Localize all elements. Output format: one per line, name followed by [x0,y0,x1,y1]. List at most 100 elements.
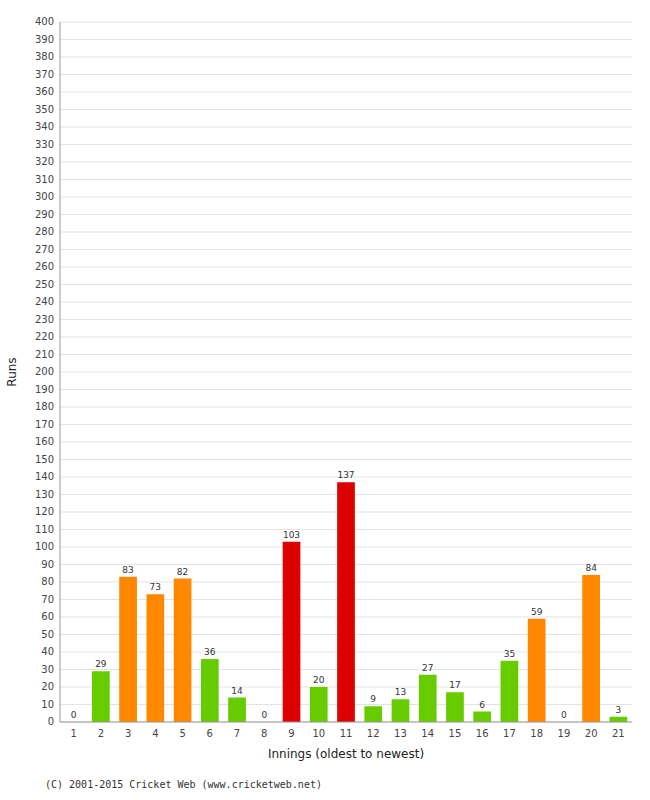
grid-line [60,127,632,128]
y-tick-label: 140 [35,471,54,482]
grid-line [60,267,632,268]
x-tick-label: 14 [421,728,434,739]
grid-line [60,249,632,250]
grid-line [60,57,632,58]
x-tick-label: 11 [340,728,353,739]
bar [310,687,328,722]
bar [337,482,355,722]
bars [92,482,627,722]
y-tick-label: 110 [35,524,54,535]
y-tick-label: 220 [35,331,54,342]
y-tick-label: 40 [41,646,54,657]
data-label: 137 [337,470,354,480]
y-grid [60,22,632,722]
data-label: 27 [422,663,433,673]
x-tick-label: 1 [70,728,76,739]
grid-line [60,92,632,93]
y-tick-label: 200 [35,366,54,377]
grid-line [60,354,632,355]
bar [119,577,137,722]
x-ticks: 123456789101112131415161718192021 [70,728,624,739]
y-ticks: 0102030405060708090100110120130140150160… [35,16,54,727]
y-tick-label: 290 [35,209,54,220]
y-tick-label: 310 [35,174,54,185]
grid-line [60,372,632,373]
grid-line [60,214,632,215]
chart: 0102030405060708090100110120130140150160… [0,0,650,800]
y-tick-label: 370 [35,69,54,80]
data-label: 36 [204,647,216,657]
bar [174,579,192,723]
grid-line [60,162,632,163]
x-tick-label: 6 [207,728,213,739]
data-label: 82 [177,567,188,577]
x-tick-label: 17 [503,728,516,739]
bar [446,692,464,722]
grid-line [60,302,632,303]
grid-line [60,74,632,75]
y-tick-label: 350 [35,104,54,115]
y-tick-label: 300 [35,191,54,202]
grid-line [60,389,632,390]
y-tick-label: 390 [35,34,54,45]
y-tick-label: 180 [35,401,54,412]
bar [473,712,491,723]
x-tick-label: 20 [585,728,598,739]
bar [610,717,628,722]
grid-line [60,459,632,460]
data-label: 83 [122,565,133,575]
data-label: 103 [283,530,300,540]
grid-line [60,144,632,145]
footer: (C) 2001-2015 Cricket Web (www.cricketwe… [45,779,322,790]
x-tick-label: 19 [558,728,571,739]
x-tick-label: 13 [394,728,407,739]
bar [582,575,600,722]
data-label: 6 [479,700,485,710]
y-tick-label: 270 [35,244,54,255]
y-tick-label: 10 [41,699,54,710]
grid-line [60,39,632,40]
x-tick-label: 9 [288,728,294,739]
grid-line [60,109,632,110]
grid-line [60,232,632,233]
y-tick-label: 130 [35,489,54,500]
bar [364,706,382,722]
y-tick-label: 260 [35,261,54,272]
data-label: 35 [504,649,515,659]
y-tick-label: 190 [35,384,54,395]
y-tick-label: 80 [41,576,54,587]
data-label: 0 [261,710,267,720]
grid-line [60,407,632,408]
grid-line [60,442,632,443]
bar [146,594,164,722]
grid-line [60,337,632,338]
y-tick-label: 400 [35,16,54,27]
data-label: 0 [561,710,567,720]
x-tick-label: 4 [152,728,158,739]
bar [228,698,246,723]
bar [283,542,301,722]
grid-line [60,722,632,723]
y-tick-label: 60 [41,611,54,622]
bar [419,675,437,722]
bar [392,699,410,722]
data-label: 17 [449,680,460,690]
data-label: 73 [150,582,161,592]
y-tick-label: 360 [35,86,54,97]
y-tick-label: 340 [35,121,54,132]
data-labels: 02983738236140103201379132717635590843 [71,470,621,720]
x-tick-label: 18 [530,728,543,739]
data-label: 0 [71,710,77,720]
y-tick-label: 230 [35,314,54,325]
x-tick-label: 2 [98,728,104,739]
y-tick-label: 320 [35,156,54,167]
bar [501,661,519,722]
x-axis-line [60,722,632,723]
y-tick-label: 30 [41,664,54,675]
x-tick-label: 21 [612,728,625,739]
y-tick-label: 0 [48,716,54,727]
x-tick-label: 10 [312,728,325,739]
data-label: 3 [616,705,622,715]
data-label: 20 [313,675,325,685]
y-tick-label: 100 [35,541,54,552]
